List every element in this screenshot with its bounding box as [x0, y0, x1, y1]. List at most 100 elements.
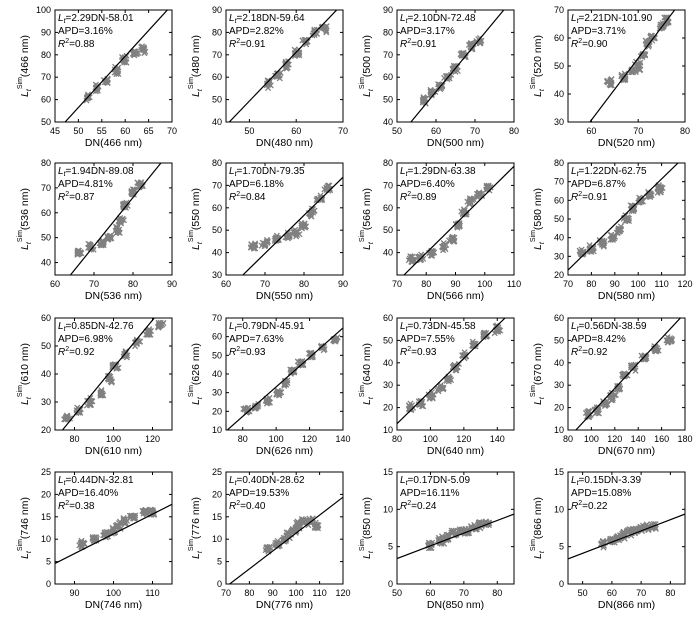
x-tick-label: 120: [677, 279, 692, 289]
apd-annotation: APD=6.98%: [58, 334, 113, 345]
y-tick-label: 40: [41, 258, 51, 268]
y-tick-label: 50: [212, 225, 222, 235]
x-tick-label: 90: [338, 279, 348, 289]
point-marker: [448, 529, 455, 536]
x-tick-label: 80: [509, 126, 519, 136]
point-marker: [629, 525, 637, 532]
y-axis-label: LtSim(566 nm): [359, 188, 375, 250]
point-marker: [114, 68, 121, 75]
point-marker: [467, 199, 474, 206]
plot-frame: [54, 162, 173, 276]
point-marker: [309, 353, 316, 360]
y-tick-label: 50: [554, 61, 564, 71]
y-tick-label: 70: [383, 50, 393, 60]
plot-frame: [396, 317, 515, 431]
x-tick-label: 60: [50, 279, 60, 289]
y-tick-label: 40: [554, 89, 564, 99]
y-axis-label: LtSim(550 nm): [188, 188, 204, 250]
y-tick-label: 40: [554, 358, 564, 368]
x-axis-label: DN(746 nm): [85, 599, 142, 611]
point-marker: [121, 59, 128, 66]
y-tick-label: 30: [212, 270, 222, 280]
x-tick-label: 140: [631, 434, 646, 444]
point-marker: [98, 388, 105, 396]
plot-frame: [396, 9, 515, 123]
y-tick-label: 20: [41, 425, 51, 435]
y-tick-label: 30: [554, 117, 564, 127]
point-marker: [407, 406, 414, 413]
point-marker: [309, 205, 317, 213]
x-tick-label: 60: [291, 126, 301, 136]
x-tick-label: 70: [338, 126, 348, 136]
point-marker: [452, 62, 459, 70]
point-marker: [476, 519, 483, 526]
y-tick-label: 60: [383, 313, 393, 323]
y-tick-label: 40: [383, 358, 393, 368]
y-tick-label: 30: [554, 380, 564, 390]
equation-annotation: Lt=0.44DN-32.81: [58, 475, 134, 487]
x-tick-label: 80: [680, 126, 690, 136]
x-tick-label: 160: [654, 434, 669, 444]
point-marker: [323, 29, 330, 36]
point-marker: [264, 399, 272, 406]
y-tick-label: 15: [41, 512, 51, 522]
y-tick-label: 80: [212, 158, 222, 168]
apd-annotation: APD=8.42%: [571, 334, 626, 345]
y-tick-label: 30: [41, 397, 51, 407]
apd-annotation: APD=19.53%: [229, 488, 289, 499]
x-tick-label: 90: [167, 279, 177, 289]
y-tick-label: 10: [554, 425, 564, 435]
x-tick-label: 55: [97, 126, 107, 136]
y-tick-label: 70: [212, 50, 222, 60]
point-marker: [159, 321, 166, 328]
point-marker: [115, 228, 122, 235]
x-tick-label: 120: [456, 434, 471, 444]
x-tick-label: 60: [586, 126, 596, 136]
y-tick-label: 0: [46, 579, 51, 589]
x-axis-label: DN(626 nm): [256, 445, 313, 457]
y-tick-label: 60: [212, 203, 222, 213]
x-axis-label: DN(670 nm): [598, 445, 655, 457]
x-tick-label: 50: [244, 126, 254, 136]
y-tick-label: 5: [217, 557, 222, 567]
x-tick-label: 70: [459, 588, 469, 598]
x-tick-label: 100: [423, 434, 438, 444]
y-tick-label: 50: [212, 350, 222, 360]
equation-annotation: Lt=0.40DN-28.62: [229, 475, 305, 487]
x-tick-label: 80: [69, 434, 79, 444]
equation-annotation: Lt=1.29DN-63.38: [400, 166, 476, 178]
point-marker: [652, 346, 659, 354]
y-tick-label: 10: [383, 425, 393, 435]
x-axis-label: DN(566 nm): [427, 290, 484, 302]
point-marker: [448, 527, 455, 534]
point-marker: [298, 220, 305, 227]
y-tick-label: 40: [383, 117, 393, 127]
y-tick-label: 80: [554, 158, 564, 168]
point-marker: [292, 229, 299, 237]
regression-line: [403, 165, 514, 275]
x-tick-label: 100: [106, 434, 121, 444]
x-tick-label: 80: [492, 588, 502, 598]
point-marker: [241, 406, 248, 413]
point-marker: [663, 19, 670, 26]
equation-annotation: Lt=0.56DN-38.59: [571, 321, 647, 333]
y-tick-label: 60: [383, 72, 393, 82]
apd-annotation: APD=2.82%: [229, 26, 284, 37]
point-marker: [321, 186, 328, 193]
plot-frame: [225, 9, 344, 123]
x-tick-label: 45: [50, 126, 60, 136]
point-marker: [444, 375, 451, 382]
y-tick-label: 60: [41, 95, 51, 105]
point-marker: [266, 78, 274, 85]
x-tick-label: 70: [563, 279, 573, 289]
y-tick-label: 70: [554, 5, 564, 15]
y-tick-label: 90: [383, 5, 393, 15]
y-tick-label: 10: [41, 534, 51, 544]
point-marker: [668, 337, 676, 344]
y-tick-label: 100: [36, 5, 51, 15]
chart-p670: 80 100 120 140 160 180 10 20 30 40 50 60 DN(670 nm) L…: [530, 313, 693, 457]
x-tick-label: 90: [450, 279, 460, 289]
point-marker: [265, 84, 272, 92]
point-marker: [301, 224, 309, 231]
